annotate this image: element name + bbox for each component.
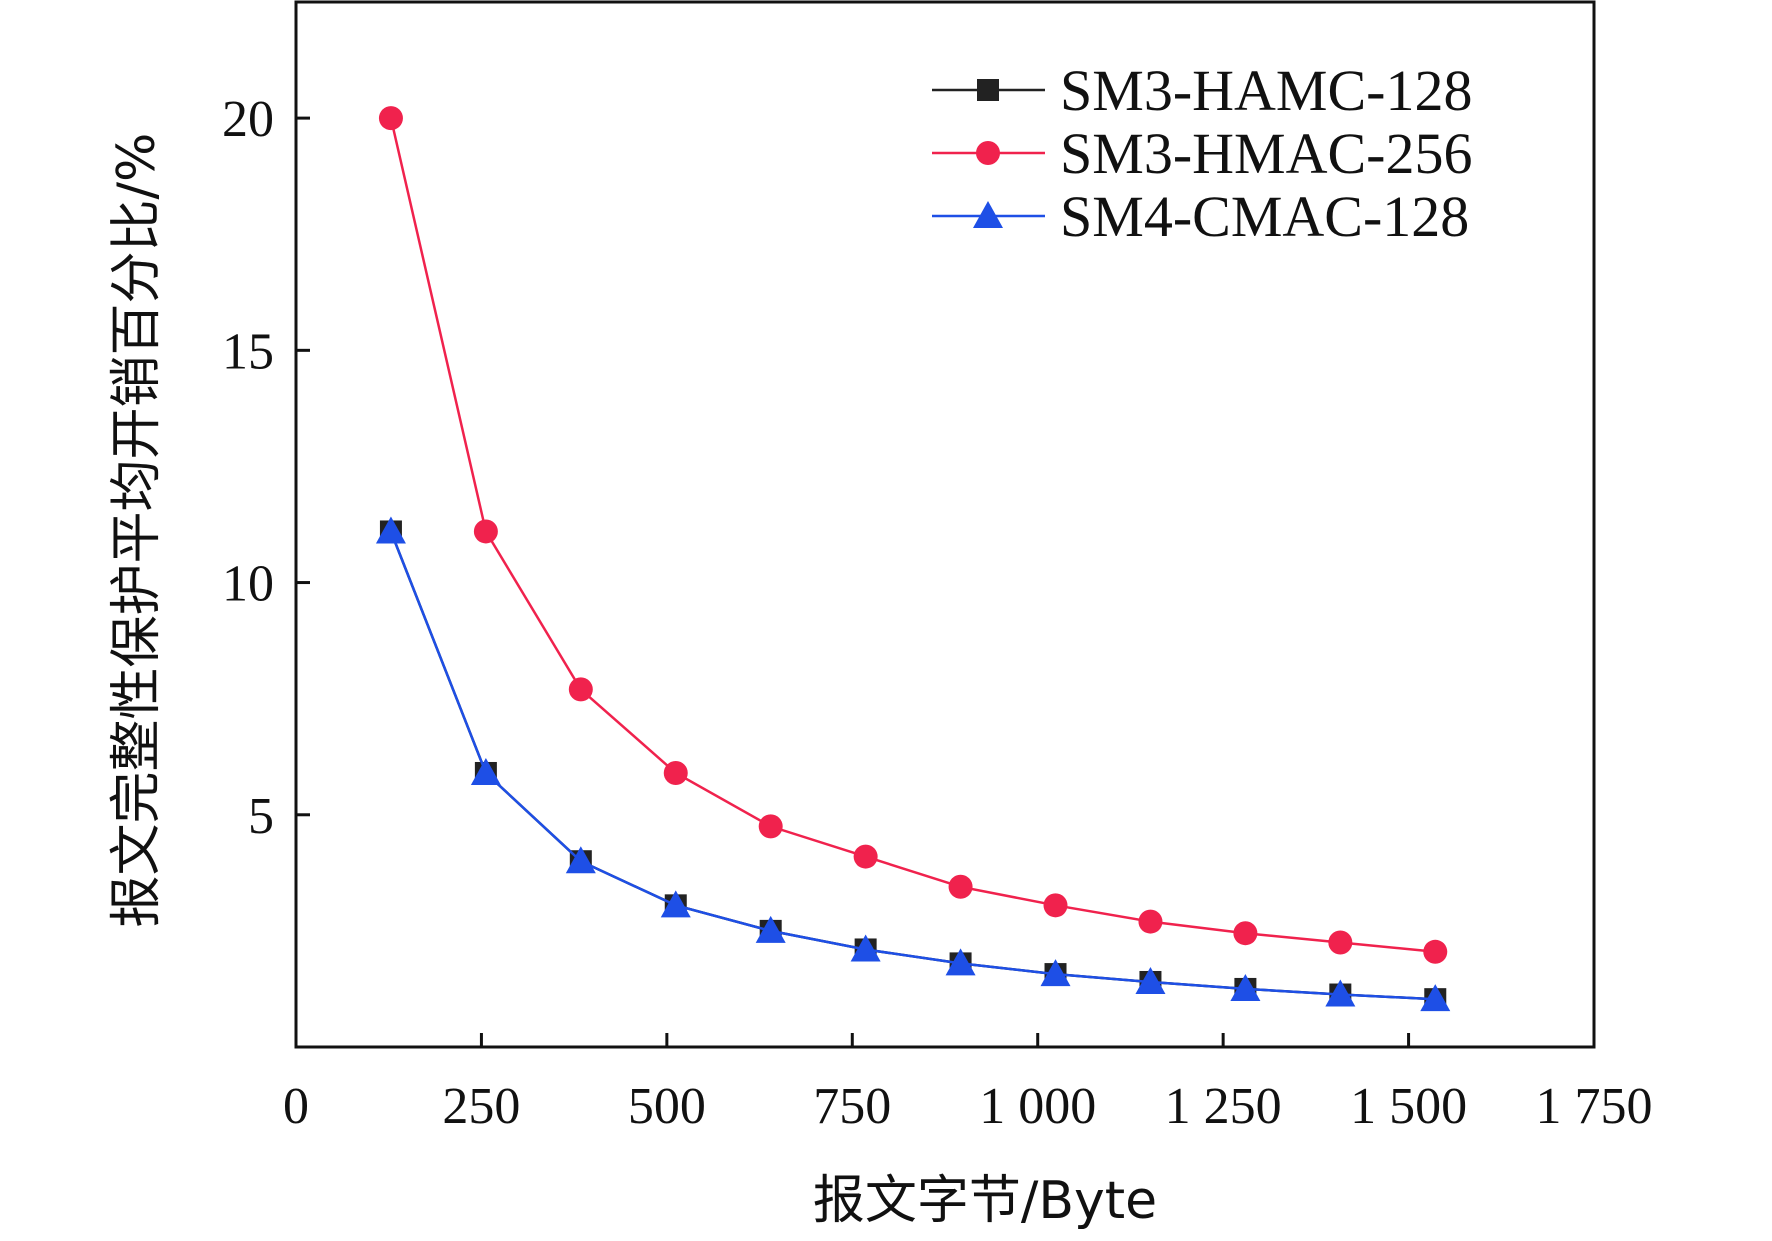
- legend-label: SM4-CMAC-128: [1060, 184, 1469, 249]
- data-point: [565, 846, 596, 874]
- legend-item: SM3-HMAC-256: [932, 121, 1473, 186]
- x-axis-title: 报文字节/Byte: [813, 1171, 1157, 1231]
- x-tick-label: 1 500: [1350, 1078, 1467, 1135]
- x-tick-label: 750: [813, 1078, 891, 1135]
- legend-item: SM3-HAMC-128: [932, 58, 1473, 123]
- data-point: [1328, 930, 1353, 955]
- data-point: [378, 106, 403, 131]
- legend-label: SM3-HAMC-128: [1060, 58, 1473, 123]
- x-tick-label: 1 750: [1536, 1078, 1653, 1135]
- data-point: [1043, 893, 1068, 918]
- legend-marker: [977, 79, 999, 101]
- y-tick-label: 20: [222, 91, 274, 148]
- data-point: [1135, 966, 1166, 994]
- data-point: [853, 844, 878, 869]
- data-point: [948, 874, 973, 899]
- series-sm4-cmac-128: [375, 516, 1451, 1012]
- series-sm3-hmac-256: [378, 106, 1448, 964]
- x-tick-label: 1 000: [979, 1078, 1096, 1135]
- legend-item: SM4-CMAC-128: [932, 184, 1469, 249]
- series-line: [389, 531, 1436, 1001]
- data-point: [1423, 939, 1448, 964]
- data-point: [473, 519, 498, 544]
- y-axis-title: 报文完整性保护平均开销百分比/%: [107, 133, 167, 928]
- legend-label: SM3-HMAC-256: [1060, 121, 1473, 186]
- data-point: [1325, 979, 1356, 1007]
- data-point: [1420, 984, 1451, 1012]
- data-point: [663, 760, 688, 785]
- data-point: [755, 915, 786, 943]
- data-point: [568, 677, 593, 702]
- x-tick-label: 1 250: [1165, 1078, 1282, 1135]
- data-point: [375, 516, 406, 544]
- plot-area: [294, 0, 1596, 1049]
- data-point: [660, 890, 691, 918]
- y-tick-label: 5: [248, 788, 274, 845]
- series-line: [389, 117, 1436, 954]
- data-point: [850, 934, 881, 962]
- series-layer: [375, 106, 1451, 1012]
- y-tick-label: 15: [222, 323, 274, 380]
- data-point: [470, 757, 501, 785]
- x-axis: 0 250 500 750 1 000 1 250 1 500 1 750: [283, 1033, 1653, 1135]
- data-point: [758, 814, 783, 839]
- x-tick-label: 0: [283, 1078, 309, 1135]
- x-tick-label: 250: [442, 1078, 520, 1135]
- legend-marker: [976, 141, 1000, 165]
- data-point: [1138, 909, 1163, 934]
- y-axis: 5 10 15 20: [222, 91, 310, 845]
- plot-border: [294, 0, 1596, 1049]
- data-point: [1040, 959, 1071, 987]
- data-point: [1233, 921, 1258, 946]
- data-point: [1230, 973, 1261, 1001]
- y-tick-label: 10: [222, 556, 274, 613]
- legend-marker: [973, 201, 1003, 228]
- data-point: [945, 948, 976, 976]
- x-tick-label: 500: [628, 1078, 706, 1135]
- series-line: [389, 531, 1436, 1001]
